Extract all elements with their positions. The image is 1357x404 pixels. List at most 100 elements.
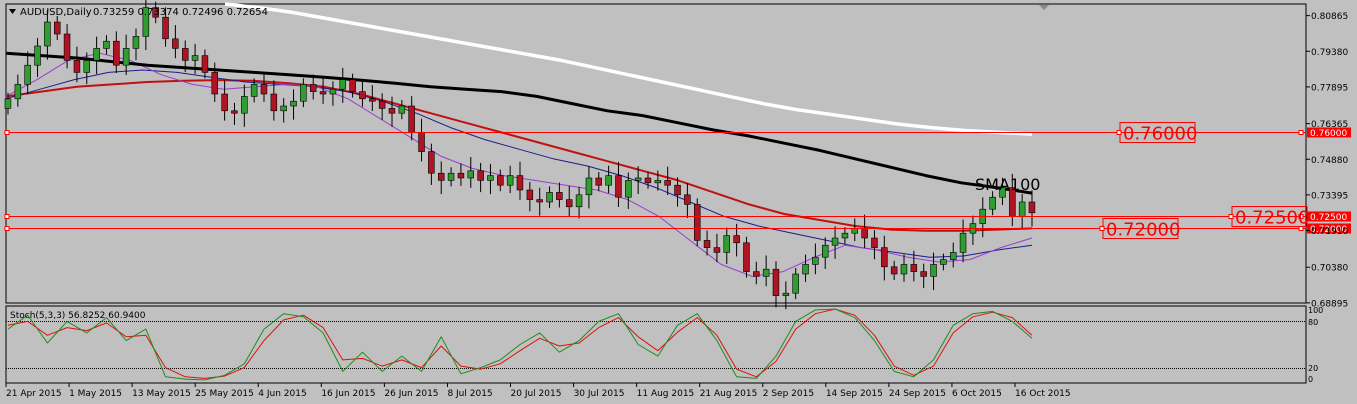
candle-bear <box>172 38 179 49</box>
time-tick-label: 26 Jun 2015 <box>384 389 438 399</box>
candle-bull <box>4 98 12 109</box>
candle-bear <box>1028 201 1036 214</box>
candle-bull <box>24 64 31 85</box>
candle-bear <box>73 60 81 73</box>
candle-bear <box>743 242 750 272</box>
candle-bear <box>556 192 563 200</box>
candle-bull <box>467 170 474 179</box>
time-tick-label: 20 Jul 2015 <box>511 389 562 399</box>
candle-bull <box>241 96 248 114</box>
level-label-text: 0.72000 <box>1106 220 1180 241</box>
candles <box>4 0 1036 310</box>
ma-red-line <box>5 79 1033 232</box>
price-tick-label: 0.79380 <box>1311 48 1348 58</box>
candle-bear <box>309 84 317 92</box>
candle-bull <box>142 7 150 37</box>
candle-bear <box>201 55 209 73</box>
price-tick-label: 0.77895 <box>1311 83 1348 93</box>
shift-marker-icon[interactable] <box>1039 5 1049 10</box>
level-label-handle[interactable] <box>1099 226 1105 231</box>
candle-bear <box>516 175 524 191</box>
stoch-label: Stoch(5,3,3) 56.8252 60.9400 <box>10 311 146 321</box>
time-tick-label: 16 Oct 2015 <box>1015 389 1071 399</box>
sma100-label: SMA100 <box>975 175 1040 194</box>
level-price-tag <box>1307 211 1351 222</box>
candle-bull <box>989 196 996 210</box>
candle-bear <box>890 266 898 275</box>
level-price-tag-text: 0.76000 <box>1310 129 1347 139</box>
candle-bull <box>300 84 307 102</box>
level-handle-left[interactable] <box>4 130 10 135</box>
symbol-label: AUDUSD,Daily <box>20 7 92 18</box>
time-tick-label: 30 Jul 2015 <box>574 389 625 399</box>
candle-bear <box>497 175 504 186</box>
moving-averages <box>5 2 1033 277</box>
candle-bull <box>821 244 829 258</box>
price-tick-label: 0.70380 <box>1311 264 1348 274</box>
price-tick-label: 0.74880 <box>1311 156 1348 166</box>
candle-bear <box>428 151 435 174</box>
candle-bear <box>349 79 356 92</box>
stoch-scale-label: 20 <box>1308 364 1318 373</box>
candle-bear <box>536 199 543 203</box>
candle-bear <box>664 180 671 186</box>
candle-bear <box>162 16 169 40</box>
level-label-handle[interactable] <box>1116 130 1122 135</box>
price-tick-label: 0.68895 <box>1311 299 1348 309</box>
candle-bear <box>861 228 868 239</box>
price-tick-label: 0.71910 <box>1311 227 1348 237</box>
time-tick-label: 13 May 2015 <box>132 389 191 399</box>
candle-bear <box>772 268 780 296</box>
candle-bull <box>575 194 583 208</box>
candle-bull <box>634 177 642 181</box>
chevron-down-icon[interactable] <box>9 9 16 14</box>
candle-bull <box>93 48 100 61</box>
candle-bear <box>182 48 189 61</box>
candle-bear <box>369 98 376 102</box>
level-label-handle[interactable] <box>1228 214 1234 219</box>
candle-bull <box>812 256 819 265</box>
level-handle-right[interactable] <box>1298 130 1304 135</box>
candle-bear <box>378 100 386 109</box>
time-tick-label: 2 Sep 2015 <box>763 389 814 399</box>
level-handle-left[interactable] <box>4 214 10 219</box>
candle-bull <box>723 235 730 253</box>
candle-bear <box>674 184 681 196</box>
candle-bull <box>506 175 514 186</box>
level-label-text: 0.76000 <box>1123 124 1197 145</box>
candle-bear <box>388 108 396 114</box>
level-label-text: 0.72500 <box>1235 208 1309 229</box>
candle-bull <box>44 21 51 47</box>
candle-bear <box>703 240 711 248</box>
candle-bull <box>398 105 406 114</box>
level-handle-left[interactable] <box>4 226 10 231</box>
level-handle-right[interactable] <box>1298 226 1304 231</box>
stoch-scale-label: 100 <box>1308 306 1323 315</box>
candle-bull <box>851 228 858 234</box>
candle-bear <box>871 237 878 248</box>
candle-bear <box>644 177 652 184</box>
stoch-scale-label: 0 <box>1308 375 1313 384</box>
level-price-tag <box>1307 127 1351 138</box>
time-tick-label: 4 Jun 2015 <box>258 389 306 399</box>
candle-bull <box>654 180 662 184</box>
candle-bull <box>122 48 130 66</box>
candle-bear <box>359 91 366 100</box>
candle-bull <box>900 264 908 275</box>
level-handle-right[interactable] <box>1298 214 1304 219</box>
main-plot-frame <box>5 3 1307 304</box>
time-tick-label: 1 May 2015 <box>69 389 122 399</box>
candle-bull <box>959 232 967 253</box>
level-price-tag-text: 0.72500 <box>1310 213 1347 223</box>
candle-bear <box>53 21 61 35</box>
stoch-scale-label: 80 <box>1308 318 1318 327</box>
candle-bear <box>221 93 228 112</box>
candle-bear <box>231 110 238 114</box>
candle-bull <box>34 45 41 66</box>
candle-bear <box>693 204 701 241</box>
candle-bull <box>940 259 947 265</box>
price-axis: 0.80865 0.79380 0.77895 0.76365 0.74880 0.733… <box>1306 12 1348 309</box>
